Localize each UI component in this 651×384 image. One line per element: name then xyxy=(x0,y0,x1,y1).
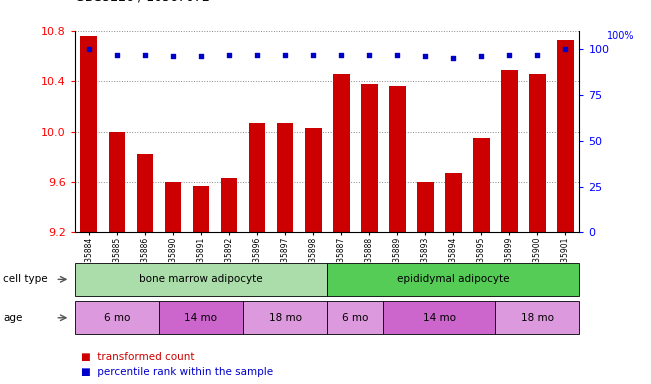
Point xyxy=(420,53,430,60)
Bar xyxy=(333,74,350,232)
Text: epididymal adipocyte: epididymal adipocyte xyxy=(397,274,510,285)
Bar xyxy=(389,86,406,232)
Text: age: age xyxy=(3,313,23,323)
Text: GDS5226 / 10567072: GDS5226 / 10567072 xyxy=(75,0,210,4)
Bar xyxy=(277,123,294,232)
Point xyxy=(140,51,150,58)
Text: 100%: 100% xyxy=(607,31,635,41)
Text: cell type: cell type xyxy=(3,274,48,285)
Point xyxy=(560,46,570,52)
Point xyxy=(280,51,290,58)
Text: bone marrow adipocyte: bone marrow adipocyte xyxy=(139,274,263,285)
Text: ■  transformed count: ■ transformed count xyxy=(81,352,195,362)
Point xyxy=(392,51,402,58)
Point xyxy=(112,51,122,58)
Bar xyxy=(165,182,182,232)
Bar xyxy=(221,178,238,232)
Point xyxy=(476,53,486,60)
Bar xyxy=(361,84,378,232)
Bar xyxy=(193,186,210,232)
Point xyxy=(84,46,94,52)
Bar xyxy=(305,128,322,232)
Point xyxy=(168,53,178,60)
Bar xyxy=(529,74,546,232)
Bar xyxy=(417,182,434,232)
Bar xyxy=(81,36,97,232)
Text: 14 mo: 14 mo xyxy=(184,313,217,323)
Bar xyxy=(501,70,518,232)
Point xyxy=(308,51,318,58)
Text: 6 mo: 6 mo xyxy=(104,313,130,323)
Point xyxy=(336,51,346,58)
Bar xyxy=(445,173,462,232)
Point xyxy=(196,53,206,60)
Bar xyxy=(557,40,574,232)
Point xyxy=(504,51,514,58)
Point xyxy=(448,55,458,61)
Bar xyxy=(137,154,154,232)
Point xyxy=(532,51,542,58)
Point xyxy=(364,51,374,58)
Bar xyxy=(249,123,266,232)
Text: ■  percentile rank within the sample: ■ percentile rank within the sample xyxy=(81,367,273,377)
Text: 18 mo: 18 mo xyxy=(269,313,301,323)
Point xyxy=(252,51,262,58)
Bar xyxy=(109,132,125,232)
Point xyxy=(224,51,234,58)
Text: 14 mo: 14 mo xyxy=(422,313,456,323)
Text: 18 mo: 18 mo xyxy=(521,313,554,323)
Text: 6 mo: 6 mo xyxy=(342,313,368,323)
Bar xyxy=(473,138,490,232)
